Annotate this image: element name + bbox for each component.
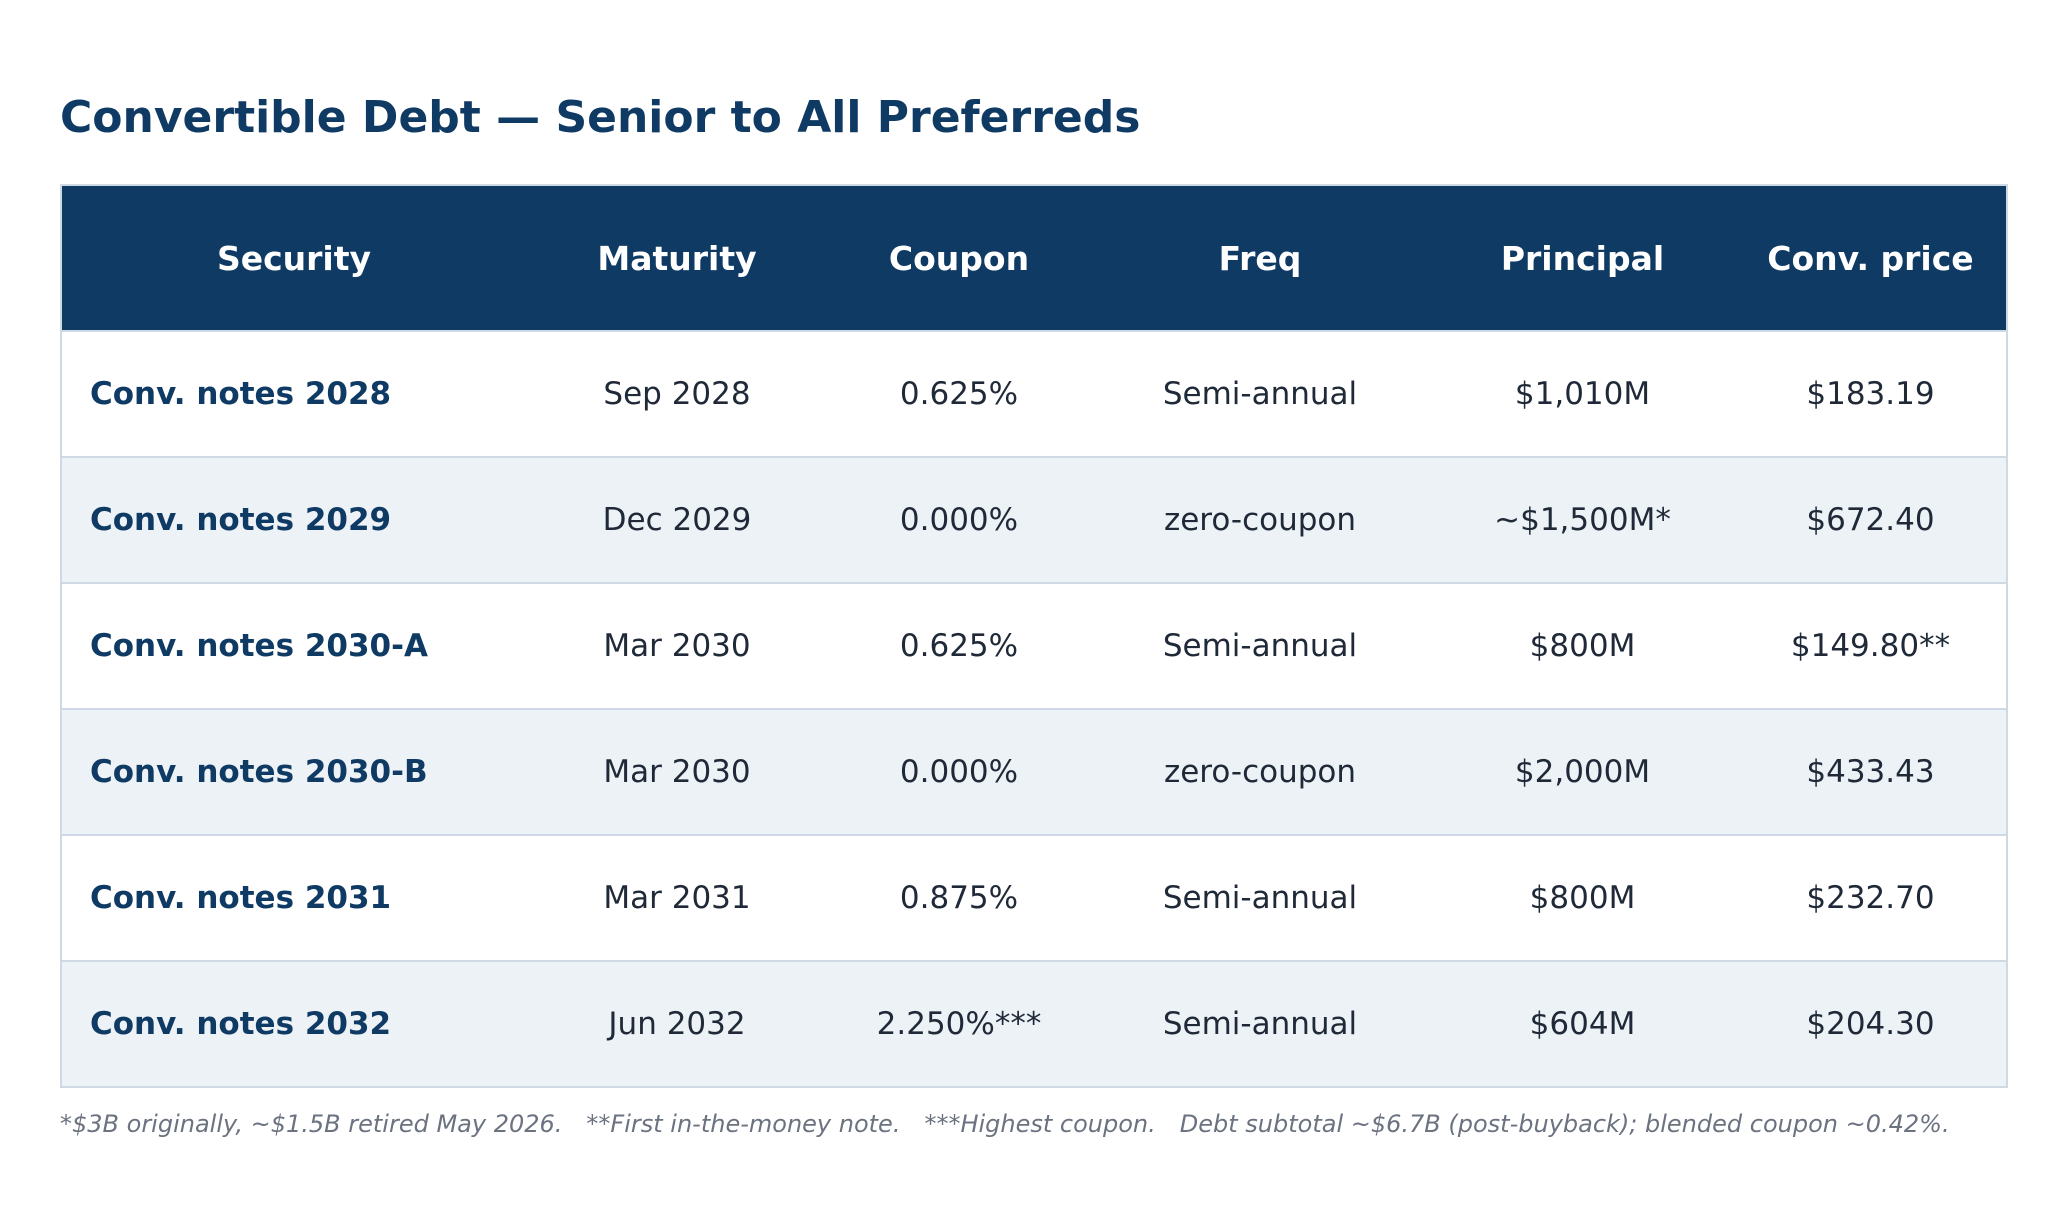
cell-freq: Semi-annual <box>1090 330 1430 457</box>
cell-maturity: Jun 2032 <box>526 960 828 1087</box>
footnote-debt-subtotal: Debt subtotal ~$6.7B (post-buyback); ble… <box>1179 1110 1950 1138</box>
table-row: Conv. notes 2031 Mar 2031 0.875% Semi-an… <box>61 834 2007 961</box>
cell-security: Conv. notes 2030-B <box>61 708 526 835</box>
cell-maturity: Mar 2031 <box>526 834 828 961</box>
cell-principal: $800M <box>1430 834 1735 961</box>
cell-freq: Semi-annual <box>1090 960 1430 1087</box>
table-row: Conv. notes 2030-B Mar 2030 0.000% zero-… <box>61 708 2007 835</box>
cell-coupon: 2.250%*** <box>828 960 1090 1087</box>
footnote-buyback: *$3B originally, ~$1.5B retired May 2026… <box>60 1110 563 1138</box>
cell-security: Conv. notes 2031 <box>61 834 526 961</box>
cell-conv-price: $149.80** <box>1735 582 2007 709</box>
cell-maturity: Mar 2030 <box>526 708 828 835</box>
cell-security: Conv. notes 2028 <box>61 330 526 457</box>
cell-principal: $2,000M <box>1430 708 1735 835</box>
table-row: Conv. notes 2032 Jun 2032 2.250%*** Semi… <box>61 960 2007 1087</box>
footnote-in-the-money: **First in-the-money note. <box>586 1110 901 1138</box>
column-header-maturity: Maturity <box>526 185 828 331</box>
cell-principal: $1,010M <box>1430 330 1735 457</box>
cell-coupon: 0.875% <box>828 834 1090 961</box>
page-title: Convertible Debt — Senior to All Preferr… <box>60 92 1141 143</box>
cell-coupon: 0.000% <box>828 456 1090 583</box>
column-header-conv-price: Conv. price <box>1735 185 2007 331</box>
footnote: *$3B originally, ~$1.5B retired May 2026… <box>60 1110 1950 1138</box>
cell-conv-price: $672.40 <box>1735 456 2007 583</box>
cell-maturity: Mar 2030 <box>526 582 828 709</box>
cell-conv-price: $232.70 <box>1735 834 2007 961</box>
table-row: Conv. notes 2029 Dec 2029 0.000% zero-co… <box>61 456 2007 583</box>
column-header-principal: Principal <box>1430 185 1735 331</box>
cell-coupon: 0.625% <box>828 582 1090 709</box>
cell-principal: $800M <box>1430 582 1735 709</box>
cell-coupon: 0.625% <box>828 330 1090 457</box>
table-row: Conv. notes 2030-A Mar 2030 0.625% Semi-… <box>61 582 2007 709</box>
column-header-freq: Freq <box>1090 185 1430 331</box>
cell-security: Conv. notes 2030-A <box>61 582 526 709</box>
cell-conv-price: $204.30 <box>1735 960 2007 1087</box>
table-header-row: Security Maturity Coupon Freq Principal … <box>61 185 2007 331</box>
cell-security: Conv. notes 2032 <box>61 960 526 1087</box>
table-row: Conv. notes 2028 Sep 2028 0.625% Semi-an… <box>61 330 2007 457</box>
cell-conv-price: $183.19 <box>1735 330 2007 457</box>
cell-conv-price: $433.43 <box>1735 708 2007 835</box>
cell-principal: $604M <box>1430 960 1735 1087</box>
cell-freq: zero-coupon <box>1090 708 1430 835</box>
cell-maturity: Sep 2028 <box>526 330 828 457</box>
footnote-highest-coupon: ***Highest coupon. <box>924 1110 1156 1138</box>
cell-freq: Semi-annual <box>1090 582 1430 709</box>
column-header-coupon: Coupon <box>828 185 1090 331</box>
cell-maturity: Dec 2029 <box>526 456 828 583</box>
cell-freq: Semi-annual <box>1090 834 1430 961</box>
cell-security: Conv. notes 2029 <box>61 456 526 583</box>
cell-coupon: 0.000% <box>828 708 1090 835</box>
cell-principal: ~$1,500M* <box>1430 456 1735 583</box>
column-header-security: Security <box>61 185 526 331</box>
cell-freq: zero-coupon <box>1090 456 1430 583</box>
convertible-debt-table: Security Maturity Coupon Freq Principal … <box>60 184 2008 1088</box>
